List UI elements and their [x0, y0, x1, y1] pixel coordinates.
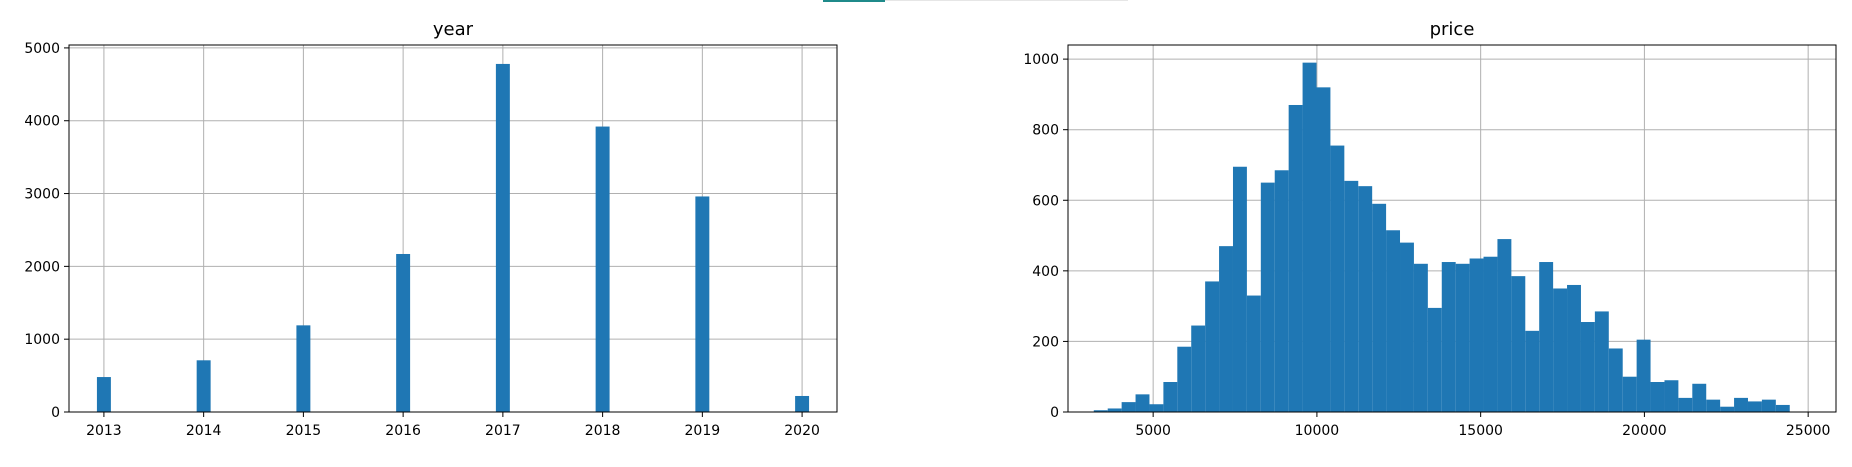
- bar: [1441, 262, 1456, 412]
- chart-2: 5000 10000 15000 20000 25000 0 200 400 600 800 100…: [1023, 19, 1837, 439]
- bar: [1121, 402, 1136, 412]
- x-tick-label: 25000: [1786, 423, 1831, 439]
- chart-title: price: [1430, 19, 1475, 40]
- bar: [1525, 330, 1540, 412]
- plot-frame: [1067, 44, 1837, 413]
- x-tick-label: 2020: [784, 423, 820, 439]
- bar: [1302, 62, 1317, 413]
- charts-group: 2013 2014 2015 2016 2017 2018 2019 2020 0 1000 200…: [24, 19, 1837, 439]
- bar: [1372, 203, 1387, 412]
- bar: [1107, 408, 1122, 412]
- x-tick-label: 10000: [1295, 423, 1340, 439]
- bars: [1093, 62, 1790, 413]
- bar: [595, 126, 610, 413]
- bar: [1358, 186, 1373, 412]
- bar: [695, 196, 710, 412]
- bar: [1608, 348, 1623, 412]
- bar: [1622, 376, 1637, 412]
- y-tick-label: 0: [51, 405, 60, 421]
- bar: [1692, 383, 1707, 412]
- x-tick-label: 20000: [1622, 423, 1667, 439]
- bar: [795, 395, 810, 412]
- y-tick-label: 4000: [24, 114, 60, 130]
- x-tick-label: 2016: [385, 423, 421, 439]
- bar: [1232, 166, 1247, 412]
- y-tick-label: 5000: [24, 41, 60, 57]
- bar: [1553, 288, 1568, 412]
- bar: [1747, 401, 1762, 412]
- y-tick-label: 2000: [24, 259, 60, 275]
- chart-1: 2013 2014 2015 2016 2017 2018 2019 2020 0 1000 200…: [24, 19, 838, 439]
- y-tick-label: 600: [1032, 193, 1059, 209]
- bar: [1761, 399, 1776, 412]
- bar: [1775, 404, 1790, 412]
- bar: [1706, 399, 1721, 412]
- bar: [1149, 404, 1164, 412]
- bar: [1274, 170, 1289, 412]
- bar: [196, 360, 211, 412]
- top-accent-strip: [823, 0, 885, 2]
- x-tick-label: 2017: [485, 423, 521, 439]
- bar: [1594, 311, 1609, 412]
- plot-frame: [68, 44, 838, 413]
- bar: [1567, 284, 1581, 412]
- bar: [296, 325, 311, 412]
- bar: [1330, 145, 1345, 412]
- bar: [1288, 104, 1303, 412]
- bar: [1511, 276, 1526, 412]
- bar: [1650, 382, 1665, 412]
- y-tick-label: 0: [1050, 405, 1059, 421]
- x-tick-label: 5000: [1135, 423, 1171, 439]
- x-tick-label: 15000: [1458, 423, 1503, 439]
- y-tick-label: 1000: [24, 332, 60, 348]
- bar: [1219, 246, 1233, 412]
- bar: [1664, 380, 1679, 412]
- bar: [1580, 322, 1595, 412]
- bar: [1427, 307, 1442, 412]
- y-tick-label: 200: [1032, 334, 1059, 350]
- bar: [396, 253, 411, 412]
- x-tick-label: 2015: [286, 423, 322, 439]
- bar: [1093, 410, 1108, 412]
- grid-lines: [69, 45, 837, 413]
- bar: [1135, 394, 1150, 412]
- bar: [1205, 281, 1220, 412]
- y-tick-label: 400: [1032, 264, 1059, 280]
- x-tick-label: 2019: [685, 423, 721, 439]
- x-tick-label: 2018: [585, 423, 621, 439]
- y-tick-label: 1000: [1023, 52, 1059, 68]
- bar: [1734, 397, 1748, 412]
- bar: [1400, 242, 1414, 412]
- bar: [1483, 256, 1498, 412]
- top-light-strip: [885, 0, 1128, 1]
- bar: [96, 377, 111, 412]
- x-tick-label: 2014: [186, 423, 222, 439]
- bar: [1246, 295, 1261, 412]
- bar: [1344, 180, 1359, 412]
- bar: [1678, 397, 1693, 412]
- bar: [1469, 258, 1484, 412]
- bar: [1636, 339, 1651, 412]
- x-tick-label: 2013: [86, 423, 122, 439]
- bar: [1191, 325, 1206, 412]
- bar: [1163, 382, 1178, 412]
- chart-title: year: [433, 19, 474, 40]
- bar: [1386, 230, 1401, 412]
- bar: [1260, 182, 1275, 412]
- y-tick-label: 3000: [24, 187, 60, 203]
- bar: [1177, 346, 1192, 412]
- bar: [1455, 263, 1470, 412]
- bar: [1720, 406, 1735, 412]
- bar: [495, 63, 510, 412]
- y-tick-label: 800: [1032, 123, 1059, 139]
- bar: [1413, 263, 1428, 412]
- bar: [1497, 239, 1512, 412]
- bars: [96, 63, 810, 413]
- bar: [1539, 262, 1554, 412]
- bar: [1316, 87, 1331, 412]
